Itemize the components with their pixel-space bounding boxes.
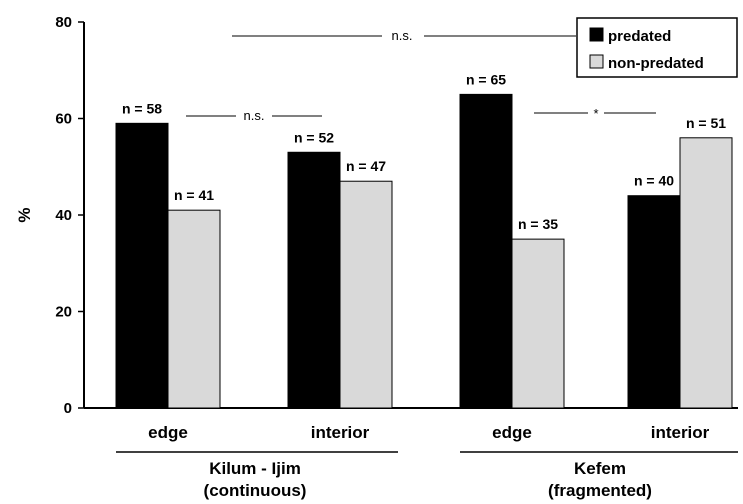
sample-size-label: n = 65 <box>466 71 506 87</box>
y-tick-label: 20 <box>55 304 72 321</box>
sample-size-labels: n = 58 n = 41 n = 52 n = 47 n = 65 n = 35 n = … <box>122 71 726 232</box>
group-label-kefem-line2: (fragmented) <box>548 481 652 500</box>
legend-swatch-predated <box>589 27 604 42</box>
y-tick-label: 40 <box>55 207 72 224</box>
sig-label-kefem: * <box>593 106 598 121</box>
legend: predated non-predated <box>576 17 738 78</box>
sample-size-label: n = 52 <box>294 129 334 145</box>
sample-size-label: n = 47 <box>346 158 386 174</box>
bars <box>115 93 733 409</box>
group-label-kilum-line1: Kilum - Ijim <box>209 459 301 478</box>
bar-predated <box>627 195 681 409</box>
sample-size-label: n = 35 <box>518 216 558 232</box>
sample-size-label: n = 41 <box>174 187 214 203</box>
legend-label-predated: predated <box>608 28 671 45</box>
category-label-interior: interior <box>651 423 710 442</box>
legend-swatch-non-predated <box>589 54 604 69</box>
sig-label-sites: n.s. <box>392 28 413 43</box>
sig-label-kilum: n.s. <box>244 108 265 123</box>
sample-size-label: n = 51 <box>686 115 726 131</box>
category-label-edge: edge <box>492 423 532 442</box>
category-label-edge: edge <box>148 423 188 442</box>
y-tick-label: 60 <box>55 111 72 128</box>
category-labels: edge interior edge interior <box>148 423 710 442</box>
y-tick-label: 80 <box>55 14 72 31</box>
bar-non-predated <box>511 238 565 409</box>
bar-predated <box>287 151 341 409</box>
bar-non-predated <box>339 180 393 409</box>
legend-box <box>576 17 738 78</box>
group-label-kilum-line2: (continuous) <box>204 481 307 500</box>
bar-non-predated <box>679 137 733 409</box>
y-tick-label: 0 <box>64 400 72 417</box>
y-axis-label: % <box>15 207 34 222</box>
sample-size-label: n = 58 <box>122 100 162 116</box>
y-ticks: 0 20 40 60 80 <box>55 14 84 417</box>
sample-size-label: n = 40 <box>634 173 674 189</box>
bar-non-predated <box>167 209 221 409</box>
legend-label-non-predated: non-predated <box>608 55 704 72</box>
category-label-interior: interior <box>311 423 370 442</box>
group-label-kefem-line1: Kefem <box>574 459 626 478</box>
bar-predated <box>459 93 513 409</box>
bar-predated <box>115 122 169 409</box>
